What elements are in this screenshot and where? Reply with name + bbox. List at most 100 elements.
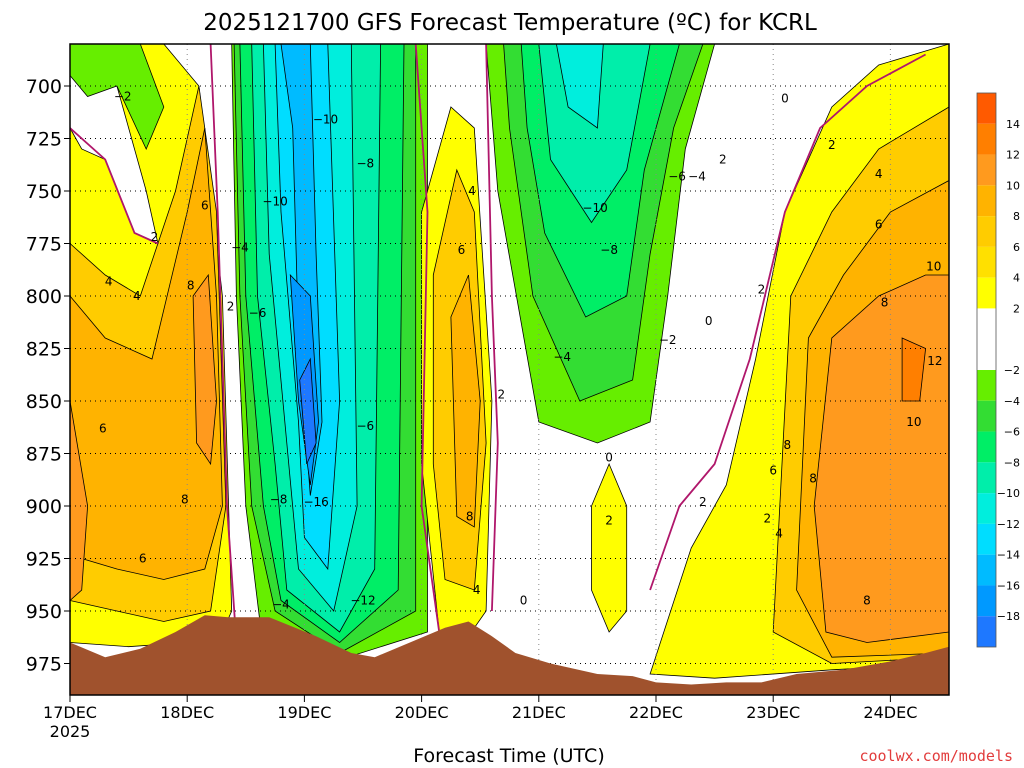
- contour-label-29: −4: [688, 169, 706, 183]
- contour-label-16: −16: [303, 495, 328, 509]
- contour-label-31: −4: [553, 350, 571, 364]
- temperature-fill-layer: [70, 44, 949, 695]
- contour-label-2: 4: [105, 274, 113, 288]
- colorbar-band-15: [977, 585, 996, 617]
- colorbar-tick-1: 12: [1006, 149, 1020, 162]
- colorbar-tick-10: −8: [1004, 456, 1020, 469]
- x-tick-label-23DEC: 23DEC: [746, 703, 800, 722]
- freezing-line-4: [649, 53, 927, 591]
- contour-label-24: 4: [473, 583, 481, 597]
- contour-label-39: 2: [828, 138, 836, 152]
- colorbar-tick-11: −10: [997, 487, 1020, 500]
- plot-frame: [69, 43, 950, 696]
- colorbar-band-13: [977, 523, 996, 555]
- contour-label-6: 2: [227, 300, 235, 314]
- colorbar-tick-2: 10: [1006, 179, 1020, 192]
- colorbar-band-9: [977, 400, 996, 432]
- colorbar-band-12: [977, 493, 996, 524]
- contour-label-36: 2: [758, 283, 766, 297]
- contour-label-26: −10: [582, 201, 607, 215]
- contour-label-27: −8: [600, 243, 618, 257]
- y-tick-label-850: 850: [26, 391, 62, 413]
- credit-text: coolwx.com/models: [859, 747, 1013, 765]
- contour-label-46: 8: [783, 438, 791, 452]
- freezing-line-0: [70, 127, 159, 245]
- contour-label-41: 6: [875, 218, 883, 232]
- contour-label-layer: −2244682−4686−10−6−10−8−6−16−8−12−446284…: [99, 90, 943, 612]
- contour-label-40: 4: [875, 167, 883, 181]
- colorbar-band-11: [977, 462, 996, 494]
- y-tick-label-975: 975: [26, 654, 62, 676]
- colorbar-tick-9: −6: [1004, 426, 1020, 439]
- y-tick-label-725: 725: [26, 129, 62, 151]
- x-tick-label-24DEC: 24DEC: [863, 703, 917, 722]
- contour-label-0: −2: [114, 90, 132, 104]
- contour-label-50: 4: [775, 526, 783, 540]
- contour-label-45: 10: [906, 415, 921, 429]
- y-tick-label-950: 950: [26, 601, 62, 623]
- colorbar-tick-5: 4: [1013, 272, 1020, 285]
- contour-label-20: 4: [468, 184, 476, 198]
- y-tick-label-900: 900: [26, 496, 62, 518]
- colorbar-band-8: [977, 370, 996, 401]
- colorbar-tick-4: 6: [1013, 241, 1020, 254]
- contour-label-14: −8: [356, 157, 374, 171]
- contour-label-47: 6: [769, 463, 777, 477]
- contour-label-13: −10: [313, 113, 338, 127]
- terrain-fill: [70, 615, 949, 695]
- contour-label-49: 2: [764, 512, 772, 526]
- colorbar-band-14: [977, 554, 996, 586]
- contour-label-10: 6: [139, 552, 147, 566]
- x-tick-label-17DEC: 17DEC: [43, 703, 97, 722]
- terrain-layer: [70, 615, 949, 695]
- colorbar-band-16: [977, 616, 996, 647]
- contour-label-22: 2: [497, 388, 505, 402]
- colorbar-tick-6: 2: [1013, 302, 1020, 315]
- colorbar-band-0: [977, 93, 996, 124]
- y-tick-label-800: 800: [26, 286, 62, 308]
- contour-label-25: 0: [520, 594, 528, 608]
- contour-label-32: −2: [659, 333, 677, 347]
- colorbar-tick-13: −14: [997, 549, 1020, 562]
- colorbar-tick-12: −12: [997, 518, 1020, 531]
- temp-region-15: [299, 357, 317, 465]
- colorbar-band-6: [977, 277, 996, 309]
- contour-label-48: 8: [809, 472, 817, 486]
- contour-label-23: 8: [466, 510, 474, 524]
- temp-region-29: [901, 337, 927, 402]
- contour-label-15: −6: [356, 419, 374, 433]
- x-tick-label-20DEC: 20DEC: [395, 703, 449, 722]
- colorbar-frame: [976, 92, 997, 648]
- y-tick-label-925: 925: [26, 549, 62, 571]
- colorbar-tick-14: −16: [997, 579, 1020, 592]
- y-tick-label-875: 875: [26, 444, 62, 466]
- contour-label-21: 6: [458, 243, 466, 257]
- contour-label-43: 8: [881, 295, 889, 309]
- x-tick-label-18DEC: 18DEC: [160, 703, 214, 722]
- grid-layer: [70, 44, 949, 695]
- temp-region-23: [555, 44, 604, 129]
- colorbar-tick-8: −4: [1004, 395, 1020, 408]
- freezing-line-1: [209, 44, 238, 643]
- colorbar-tick-7: −2: [1004, 364, 1020, 377]
- temp-region-3: [70, 400, 89, 602]
- colorbar-band-7: [977, 308, 996, 370]
- contour-label-12: −6: [249, 306, 267, 320]
- contour-label-35: 2: [605, 514, 613, 528]
- colorbar-band-1: [977, 123, 996, 155]
- contour-label-4: 6: [201, 199, 209, 213]
- temp-region-6: [70, 44, 165, 150]
- contour-label-3: 4: [133, 289, 141, 303]
- contour-label-28: −6: [668, 169, 686, 183]
- contour-label-33: 0: [705, 314, 713, 328]
- contour-label-34: 0: [605, 451, 613, 465]
- temp-region-4: [192, 273, 217, 466]
- x-axis-year: 2025: [50, 722, 91, 741]
- y-tick-label-700: 700: [26, 76, 62, 98]
- x-tick-label-21DEC: 21DEC: [512, 703, 566, 722]
- freezing-line-2: [414, 44, 441, 633]
- contour-label-38: 0: [781, 92, 789, 106]
- contour-label-17: −8: [270, 493, 288, 507]
- colorbar-tick-3: 8: [1013, 210, 1020, 223]
